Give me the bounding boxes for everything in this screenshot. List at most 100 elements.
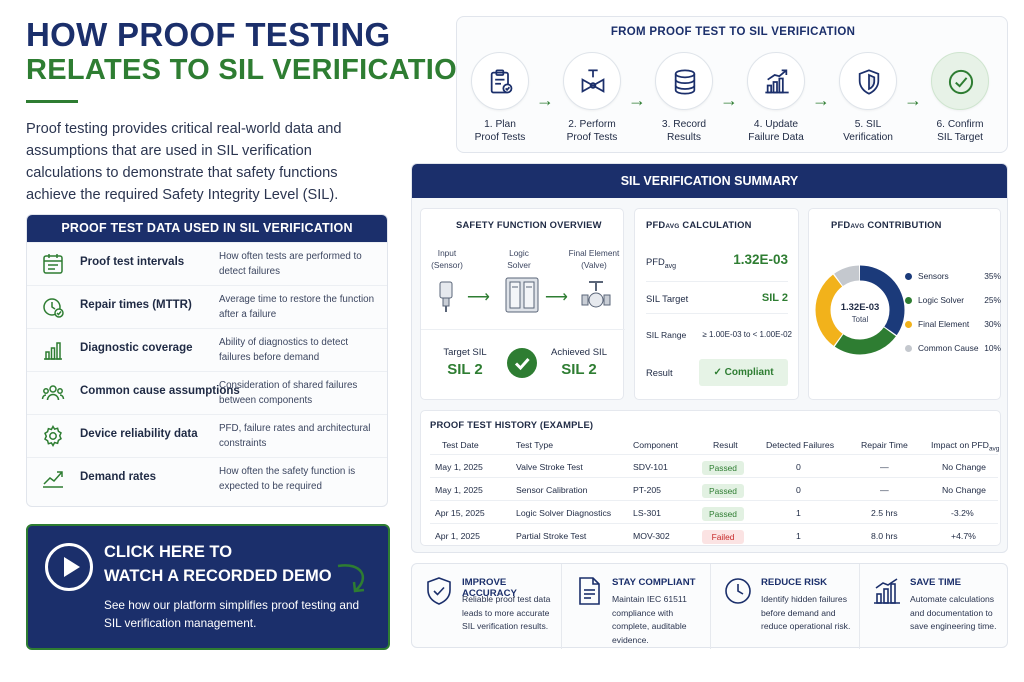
row-name: Diagnostic coverage — [80, 342, 193, 354]
cell-date: May 1, 2025 — [435, 485, 483, 495]
legend-swatch — [905, 321, 912, 328]
safety-function-overview-panel: SAFETY FUNCTION OVERVIEW Input (Sensor) … — [420, 208, 625, 400]
pfd-contribution-panel: PFDAVG CONTRIBUTION 1.32E-03 Total Senso… — [808, 208, 1001, 400]
step-label-line2: Proof Tests — [566, 132, 618, 143]
row-description: Ability of diagnostics to detect failure… — [219, 337, 349, 363]
benefit-title: IMPROVE ACCURACY — [462, 577, 517, 599]
shield-icon — [858, 69, 880, 95]
column-header: Impact on PFDavg — [931, 440, 1000, 453]
sil-summary-heading: SIL VERIFICATION SUMMARY — [412, 164, 1007, 198]
divider — [421, 329, 625, 330]
step-label-line1: 1. Plan — [484, 119, 516, 130]
cell-failures: 0 — [796, 462, 801, 472]
status-badge: Failed — [702, 530, 744, 544]
row-name: Repair times (MTTR) — [80, 299, 192, 311]
target-sil-label: Target SIL — [443, 347, 487, 358]
donut-slice-logic-solver — [815, 265, 905, 355]
benefit-description: Identify hidden failures before demand a… — [761, 594, 851, 631]
check-circle-icon — [948, 69, 974, 95]
cell-repair-time: — — [880, 462, 889, 472]
donut-slice-sensors — [815, 265, 905, 355]
cell-type: Sensor Calibration — [516, 485, 588, 495]
benefit-description: Reliable proof test data leads to more a… — [462, 594, 551, 631]
flow-step: 5. SIL Verification — [828, 52, 908, 144]
gear-icon — [44, 424, 62, 448]
cell-repair-time: — — [880, 485, 889, 495]
step-label-line1: 6. Confirm — [936, 119, 984, 130]
demo-heading-line2: WATCH A RECORDED DEMO — [104, 567, 332, 585]
donut-center-label: Total — [851, 315, 869, 324]
column-header: Component — [633, 440, 678, 450]
row-description: Consideration of shared failures between… — [219, 380, 358, 406]
benefit-save-time: SAVE TIME Automate calculations and docu… — [859, 564, 1008, 649]
cell-type: Logic Solver Diagnostics — [516, 508, 612, 518]
flow-step: 1. Plan Proof Tests — [460, 52, 540, 144]
logic-label: Logic — [509, 248, 529, 258]
page-title-line2: RELATES TO SIL VERIFICATION — [26, 54, 479, 86]
step-label-line1: 3. Record — [661, 119, 707, 130]
cell-date: Apr 1, 2025 — [435, 531, 480, 541]
bar-chart-icon — [874, 578, 900, 604]
intro-paragraph: Proof testing provides critical real-wor… — [26, 121, 342, 203]
database-icon — [674, 69, 696, 95]
cell-repair-time: 2.5 hrs — [871, 508, 898, 518]
arrow-right-icon: ⟶ — [467, 289, 490, 306]
step-label-line2: Failure Data — [748, 132, 804, 143]
arrow-right-icon: ⟶ — [545, 289, 568, 306]
watch-demo-button[interactable]: CLICK HERE TO WATCH A RECORDED DEMO See … — [26, 524, 390, 650]
benefit-title: STAY COMPLIANT — [612, 577, 696, 588]
demo-subtext: See how our platform simplifies proof te… — [104, 598, 360, 630]
legend-swatch — [905, 273, 912, 280]
demo-heading-line1: CLICK HERE TO — [104, 543, 233, 561]
benefit-title: REDUCE RISK — [761, 577, 828, 588]
benefit-title: SAVE TIME — [910, 577, 961, 588]
arrow-right-icon: → — [628, 90, 646, 110]
legend-swatch — [905, 297, 912, 304]
valve-icon — [581, 69, 605, 93]
bar-chart-up-icon — [765, 69, 789, 94]
panel-title: PFDAVG CALCULATION — [646, 219, 752, 230]
pfd-contribution-donut-chart — [815, 265, 905, 355]
cell-date: May 1, 2025 — [435, 462, 483, 472]
cell-type: Valve Stroke Test — [516, 462, 583, 472]
benefit-reduce-risk: REDUCE RISK Identify hidden failures bef… — [710, 564, 859, 649]
legend-item: Final Element 30% — [905, 319, 1001, 331]
sil-range-label: SIL Range — [646, 330, 687, 340]
cell-impact: No Change — [942, 485, 986, 495]
donut-slice-final-element — [815, 265, 905, 355]
status-badge: Passed — [702, 484, 744, 498]
clock-check-icon — [43, 298, 64, 318]
process-flow-title: FROM PROOF TEST TO SIL VERIFICATION — [610, 26, 856, 38]
status-badge: Passed — [702, 461, 744, 475]
compliant-badge: ✓ Compliant — [699, 359, 788, 386]
bar-chart-icon — [44, 342, 62, 360]
check-icon: ✓ — [713, 367, 725, 378]
logic-solver-icon — [505, 277, 539, 313]
benefit-description: Automate calculations and documentation … — [910, 594, 997, 631]
trend-up-icon — [43, 471, 63, 488]
cell-impact: No Change — [942, 462, 986, 472]
step-label-line2: Proof Tests — [474, 132, 526, 143]
list-item: Device reliability data PFD, failure rat… — [27, 414, 387, 457]
cell-failures: 0 — [796, 485, 801, 495]
shield-check-icon — [427, 577, 451, 605]
list-item: Common cause assumptions Consideration o… — [27, 371, 387, 414]
status-badge: Passed — [702, 507, 744, 521]
logic-sublabel: Solver — [507, 260, 531, 270]
cell-component: PT-205 — [633, 485, 662, 495]
cell-repair-time: 8.0 hrs — [871, 531, 898, 541]
row-name: Proof test intervals — [80, 256, 185, 268]
target-sil-value: SIL 2 — [447, 361, 483, 378]
step-label-line1: 5. SIL — [854, 119, 882, 130]
cell-component: LS-301 — [633, 508, 662, 518]
pfd-avg-value: 1.32E-03 — [733, 252, 788, 267]
column-header: Repair Time — [861, 440, 908, 450]
column-header: Test Type — [516, 440, 554, 450]
step-label-line1: 2. Perform — [568, 119, 616, 130]
final-element-label: Final Element — [568, 248, 620, 258]
achieved-sil-label: Achieved SIL — [551, 347, 607, 358]
step-label-line1: 4. Update — [753, 119, 799, 130]
panel-title: SAFETY FUNCTION OVERVIEW — [456, 219, 602, 230]
benefit-improve-accuracy: IMPROVE ACCURACY Reliable proof test dat… — [412, 564, 561, 649]
row-name: Common cause assumptions — [80, 385, 240, 397]
